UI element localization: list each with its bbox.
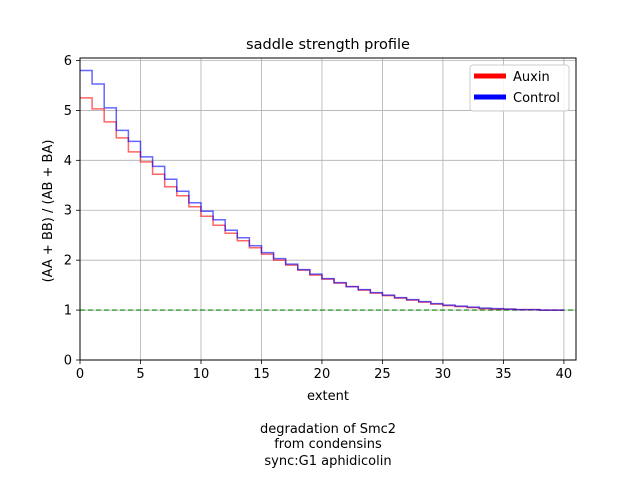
x-tick-label: 15 [253, 367, 270, 382]
x-tick-label: 0 [76, 367, 84, 382]
x-tick-label: 25 [374, 367, 391, 382]
y-axis-label: (AA + BB) / (AB + BA) [41, 140, 56, 283]
x-tick-label: 5 [136, 367, 144, 382]
legend: Auxin Control [469, 64, 570, 112]
caption-line-1: degradation of Smc2 [260, 422, 396, 437]
y-tick-label: 6 [64, 54, 72, 69]
y-tick-label: 0 [64, 354, 72, 369]
y-tick-label: 4 [64, 154, 72, 169]
x-tick-label: 20 [314, 367, 331, 382]
y-tick-label: 5 [64, 104, 72, 119]
x-tick-label: 35 [495, 367, 512, 382]
x-tick-label: 30 [435, 367, 452, 382]
x-tick-label: 10 [193, 367, 210, 382]
series-lines [80, 69, 564, 311]
y-tick-label: 1 [64, 304, 72, 319]
y-axis-ticks: 0 1 2 3 4 5 6 [64, 54, 80, 369]
caption-line-3: sync:G1 aphidicolin [264, 454, 391, 469]
legend-label-auxin: Auxin [513, 70, 550, 85]
y-tick-label: 3 [64, 204, 72, 219]
caption-line-2: from condensins [274, 437, 382, 452]
chart-title: saddle strength profile [246, 37, 410, 53]
plot-frame [79, 57, 577, 361]
x-axis-ticks: 0 5 10 15 20 25 30 35 40 [76, 360, 572, 382]
series-line-control [80, 69, 564, 311]
y-tick-label: 2 [64, 254, 72, 269]
x-axis-label: extent [307, 389, 349, 404]
legend-label-control: Control [513, 91, 560, 106]
x-tick-label: 40 [556, 367, 573, 382]
